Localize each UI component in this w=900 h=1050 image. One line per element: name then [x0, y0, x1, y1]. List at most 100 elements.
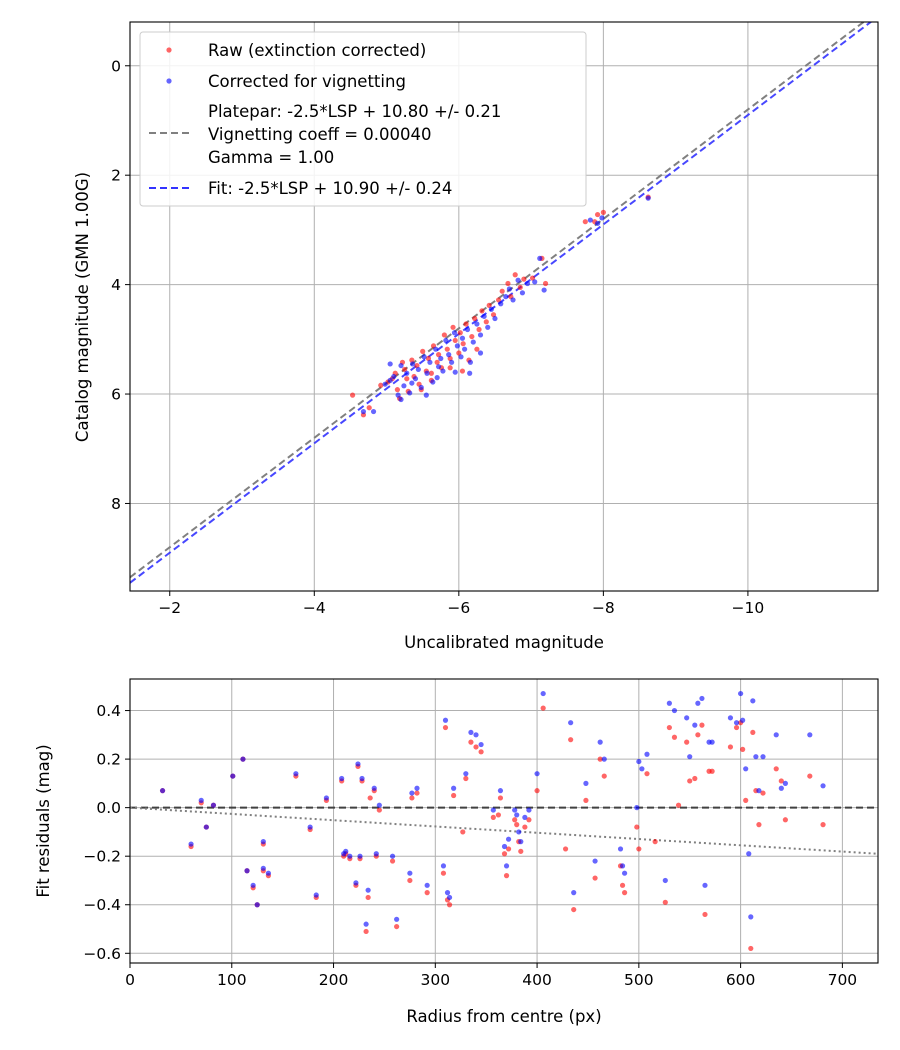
corrected-point: [540, 690, 546, 697]
x-tick-label: 500: [624, 971, 654, 989]
corrected-point: [468, 729, 474, 736]
corrected-point: [409, 380, 415, 386]
corrected-point: [407, 390, 413, 396]
legend-vignetting-label: Vignetting coeff = 0.00040: [208, 125, 432, 144]
y-tick-label: 0.2: [96, 751, 121, 769]
corrected-point: [587, 217, 593, 223]
corrected-point: [418, 384, 424, 391]
raw-point: [505, 846, 512, 852]
corrected-point: [421, 354, 427, 360]
corrected-point: [427, 359, 433, 365]
raw-point: [459, 368, 466, 374]
raw-point: [367, 795, 373, 801]
corrected-point: [435, 364, 442, 370]
corrected-point: [526, 807, 532, 813]
corrected-point: [478, 741, 484, 748]
x-tick-label: −2: [158, 599, 181, 617]
corrected-point: [516, 829, 522, 835]
raw-point: [619, 882, 626, 888]
bottom-points: [159, 690, 826, 952]
corrected-point: [820, 783, 826, 789]
corrected-point: [695, 700, 701, 706]
raw-point: [807, 773, 813, 779]
corrected-point: [433, 346, 439, 352]
raw-point: [695, 732, 701, 738]
raw-point: [460, 829, 466, 835]
corrected-point: [446, 894, 453, 901]
corrected-point: [571, 890, 577, 896]
corrected-point: [748, 914, 754, 920]
raw-point: [702, 911, 708, 918]
raw-point: [483, 319, 489, 325]
raw-point: [597, 756, 603, 762]
corrected-point: [743, 766, 749, 772]
raw-point: [562, 846, 569, 852]
corrected-point: [644, 751, 650, 757]
corrected-point: [442, 717, 449, 723]
raw-point: [600, 209, 606, 215]
raw-point: [687, 778, 693, 784]
raw-point: [778, 778, 784, 784]
raw-point: [514, 822, 520, 828]
corrected-point: [750, 698, 756, 704]
top-y-axis-title: Catalog magnitude (GMN 1.00G): [73, 172, 92, 442]
corrected-point: [666, 700, 672, 706]
raw-point: [540, 705, 546, 711]
legend-gamma-label: Gamma = 1.00: [208, 148, 334, 167]
raw-point: [699, 722, 705, 728]
raw-point: [727, 744, 734, 750]
raw-point: [621, 890, 628, 896]
top-points: [349, 194, 651, 418]
bottom-plot-area: [130, 679, 878, 963]
raw-point: [479, 308, 485, 314]
corrected-point: [473, 732, 479, 738]
raw-point: [748, 945, 754, 952]
fit-line: [130, 22, 873, 584]
corrected-point: [662, 877, 668, 884]
corrected-point: [230, 773, 236, 779]
corrected-point: [414, 785, 420, 791]
x-tick-label: 700: [828, 971, 858, 989]
corrected-point: [363, 921, 369, 927]
raw-point: [499, 288, 505, 294]
y-tick-label: −0.2: [83, 848, 121, 866]
raw-point: [534, 788, 540, 794]
raw-point: [495, 812, 502, 818]
corrected-point: [440, 368, 446, 374]
raw-point: [363, 928, 369, 935]
corrected-point: [490, 807, 496, 813]
raw-point: [517, 284, 523, 290]
x-tick-label: −10: [732, 599, 765, 617]
raw-point: [644, 771, 650, 777]
corrected-point: [391, 373, 397, 380]
raw-point: [582, 219, 588, 225]
corrected-point: [518, 839, 524, 845]
corrected-point: [373, 851, 379, 857]
corrected-point: [621, 870, 628, 876]
corrected-point: [293, 771, 299, 777]
corrected-point: [512, 807, 518, 813]
raw-point: [820, 822, 826, 828]
corrected-point: [244, 868, 250, 874]
corrected-point: [506, 286, 513, 292]
raw-point: [568, 737, 574, 743]
corrected-point: [343, 848, 349, 854]
x-tick-label: −4: [303, 599, 326, 617]
corrected-point: [519, 290, 526, 296]
corrected-point: [444, 890, 451, 896]
corrected-point: [339, 775, 345, 782]
raw-point: [404, 376, 410, 382]
y-tick-label: 4: [111, 276, 121, 294]
corrected-point: [524, 280, 531, 287]
corrected-point: [501, 843, 508, 850]
corrected-point: [424, 882, 430, 888]
raw-point: [512, 272, 518, 278]
corrected-point: [485, 324, 491, 330]
corrected-point: [198, 797, 204, 803]
raw-point: [522, 824, 528, 830]
raw-point: [428, 370, 434, 376]
corrected-point: [756, 788, 762, 794]
corrected-point: [355, 761, 361, 767]
corrected-point: [387, 361, 393, 367]
raw-point: [376, 807, 382, 813]
